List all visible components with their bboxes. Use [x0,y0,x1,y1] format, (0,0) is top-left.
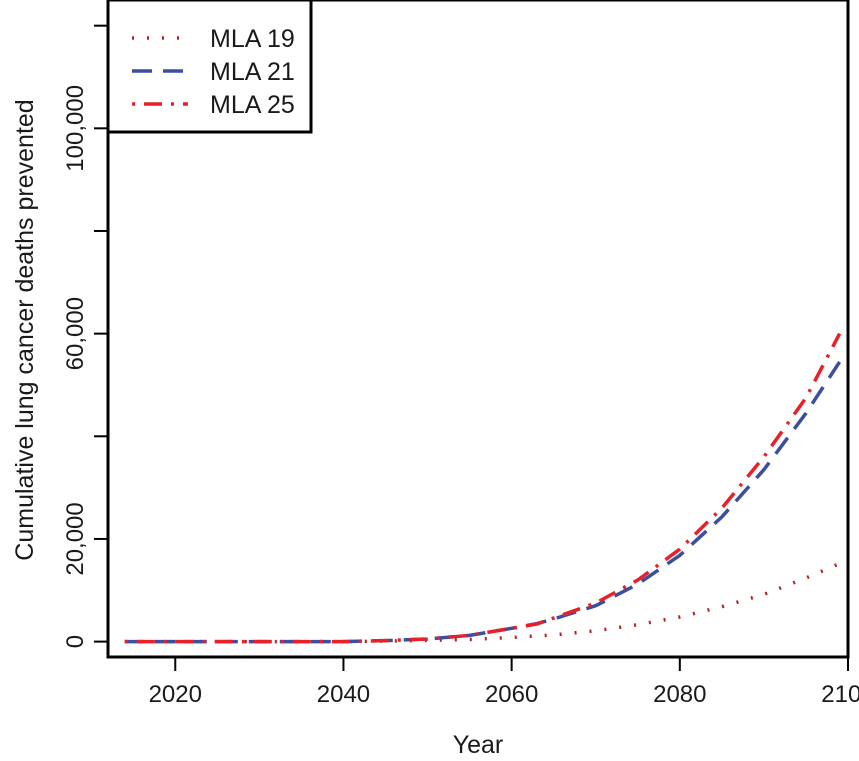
x-tick-label: 2040 [317,681,370,708]
x-axis: 2020 2040 2060 2080 2100 [149,657,859,708]
y-tick-label: 60,000 [62,297,89,370]
x-tick-label: 2080 [653,681,706,708]
x-tick-label: 2060 [485,681,538,708]
series-line-mla-19 [124,561,841,644]
legend-box [106,0,313,134]
y-tick-label: 0 [62,635,89,648]
legend: MLA 19 MLA 21 MLA 25 [106,0,313,134]
legend-label: MLA 25 [210,91,295,119]
x-tick-label: 2020 [149,681,202,708]
y-tick-label: 20,000 [62,502,89,575]
legend-label: MLA 21 [210,58,295,86]
x-tick-label: 2100 [821,681,859,708]
y-axis: 0 20,000 60,000 100,000 [62,24,108,648]
y-axis-title: Cumulative lung cancer deaths prevented [11,99,39,560]
y-tick-label: 100,000 [62,85,89,172]
series-lines [124,332,842,644]
series-line-mla-21 [124,360,842,644]
x-axis-title: Year [453,731,504,759]
series-line-mla-25 [124,332,842,644]
legend-label: MLA 19 [210,25,295,53]
plot-frame [106,0,850,659]
legend-items: MLA 19 MLA 21 MLA 25 [132,25,295,119]
